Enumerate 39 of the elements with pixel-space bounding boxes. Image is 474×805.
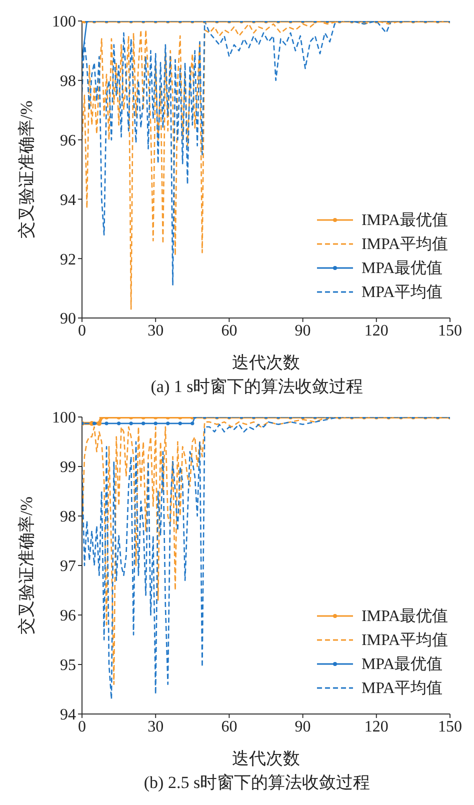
y-axis-title: 交叉验证准确率/% [17,496,36,634]
y-tick-label: 96 [60,132,76,150]
x-tick-label: 60 [221,718,238,736]
y-tick-label: 95 [60,657,76,674]
x-tick-label: 90 [294,322,311,340]
y-tick-label: 94 [60,706,76,724]
y-tick-label: 92 [60,251,76,268]
x-axis-title: 迭代次数 [232,749,300,768]
x-tick-label: 150 [438,322,462,340]
x-tick-label: 60 [221,322,238,340]
y-tick-label: 98 [60,508,76,526]
x-tick-label: 150 [438,718,462,736]
text: (b) 2.5 s时窗下的算法收敛过程 [142,772,372,794]
legend-label: MPA最优值 [361,258,443,278]
x-axis-title: 迭代次数 [232,353,300,372]
y-tick-label: 96 [60,608,76,625]
y-tick-label: 97 [60,558,76,576]
y-tick-label: 98 [60,73,76,90]
y-tick-label: 100 [52,14,76,31]
y-axis-title: 交叉验证准确率/% [17,100,36,238]
text: (a) 1 s时窗下的算法收敛过程 [150,376,364,398]
y-tick-label: 94 [60,192,76,209]
legend-label: IMPA平均值 [361,234,448,254]
x-tick-label: 0 [78,322,86,340]
y-tick-label: 99 [60,459,76,476]
x-tick-label: 120 [364,322,388,340]
legend-label: MPA平均值 [361,282,443,302]
x-tick-label: 90 [294,718,311,736]
legend-label: MPA平均值 [361,678,443,698]
legend-label: MPA最优值 [361,654,443,674]
x-tick-label: 30 [148,322,164,340]
y-tick-label: 100 [52,410,76,427]
x-tick-label: 120 [364,718,388,736]
legend-label: IMPA最优值 [361,606,448,626]
x-tick-label: 30 [148,718,164,736]
legend-label: IMPA最优值 [361,210,448,230]
x-tick-label: 0 [78,718,86,736]
legend-label: IMPA平均值 [361,630,448,650]
y-tick-label: 90 [60,310,76,328]
